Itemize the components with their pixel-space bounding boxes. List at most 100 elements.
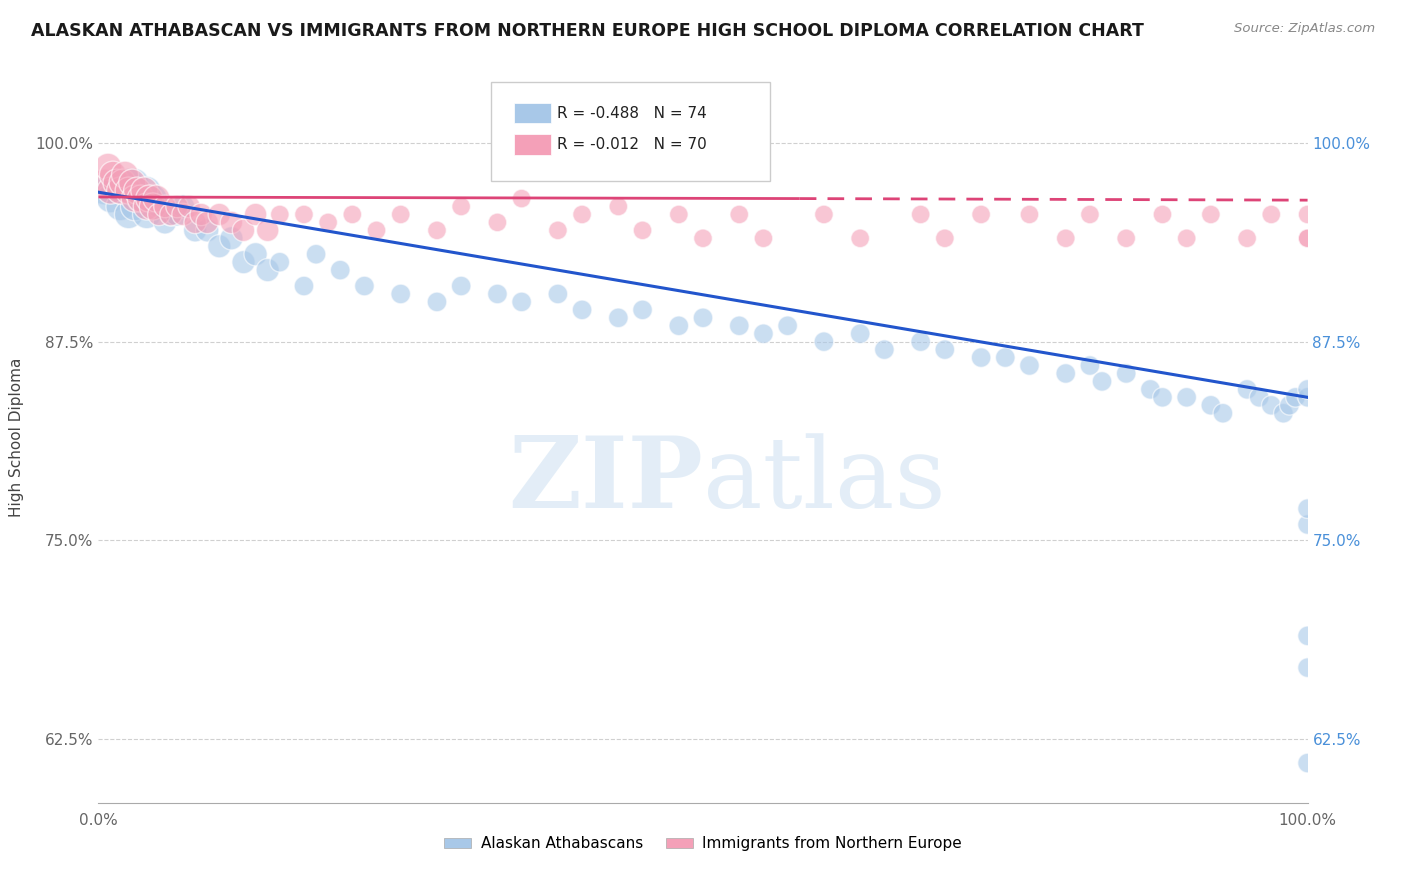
Point <box>1152 390 1174 404</box>
Point <box>1296 207 1319 221</box>
Point <box>728 318 751 333</box>
Point <box>1296 660 1319 674</box>
Point <box>142 192 165 206</box>
Point <box>450 200 472 214</box>
Legend: Alaskan Athabascans, Immigrants from Northern Europe: Alaskan Athabascans, Immigrants from Nor… <box>437 830 969 857</box>
Point <box>752 326 775 341</box>
Point <box>111 184 134 198</box>
Point <box>232 223 254 237</box>
Point <box>1078 207 1101 221</box>
Point <box>776 318 799 333</box>
Point <box>752 231 775 245</box>
Point <box>269 207 291 221</box>
Point <box>1175 231 1198 245</box>
Point <box>1139 383 1161 397</box>
Point <box>153 200 176 214</box>
Point <box>1115 231 1137 245</box>
Point <box>208 239 231 253</box>
Point <box>970 351 993 365</box>
Point <box>970 207 993 221</box>
Point <box>245 207 267 221</box>
Point <box>873 343 896 357</box>
Point <box>1212 406 1234 420</box>
Point <box>124 192 146 206</box>
Point <box>1272 406 1295 420</box>
Text: ZIP: ZIP <box>508 433 703 530</box>
Point <box>849 326 872 341</box>
FancyBboxPatch shape <box>492 82 769 181</box>
Point <box>1278 398 1301 412</box>
Point <box>160 207 183 221</box>
Point <box>910 207 932 221</box>
Point <box>221 215 243 229</box>
Point <box>114 168 136 182</box>
Point <box>135 207 157 221</box>
Point <box>510 192 533 206</box>
Point <box>118 184 141 198</box>
Point <box>172 207 194 221</box>
Point <box>121 176 143 190</box>
Point <box>135 184 157 198</box>
Point <box>101 168 124 182</box>
Point <box>1296 383 1319 397</box>
Point <box>1260 207 1282 221</box>
Point <box>1078 359 1101 373</box>
Text: Source: ZipAtlas.com: Source: ZipAtlas.com <box>1234 22 1375 36</box>
Point <box>105 176 128 190</box>
Point <box>134 184 156 198</box>
Point <box>486 215 509 229</box>
Point <box>813 334 835 349</box>
Point <box>934 231 956 245</box>
Point <box>1236 383 1258 397</box>
Point <box>160 207 183 221</box>
Point <box>111 176 134 190</box>
Point <box>292 279 315 293</box>
Point <box>366 223 388 237</box>
Point <box>353 279 375 293</box>
Point <box>153 215 176 229</box>
Point <box>607 200 630 214</box>
Point <box>1296 756 1319 770</box>
Point <box>108 200 131 214</box>
Point <box>256 263 278 277</box>
Point <box>138 192 160 206</box>
Point <box>124 200 146 214</box>
Y-axis label: High School Diploma: High School Diploma <box>10 358 24 516</box>
Point <box>142 200 165 214</box>
Point <box>118 207 141 221</box>
Point <box>1199 398 1222 412</box>
Point <box>148 207 170 221</box>
Point <box>1175 390 1198 404</box>
Point <box>1296 231 1319 245</box>
Point <box>1296 390 1319 404</box>
Point <box>1054 367 1077 381</box>
Point <box>108 184 131 198</box>
Point <box>166 200 188 214</box>
Point <box>631 223 654 237</box>
Point <box>1296 231 1319 245</box>
Point <box>232 255 254 269</box>
Point <box>184 223 207 237</box>
Point <box>692 310 714 325</box>
Point <box>124 176 146 190</box>
Point <box>426 294 449 309</box>
Point <box>668 207 690 221</box>
Point <box>486 287 509 301</box>
Point <box>221 231 243 245</box>
Point <box>1018 359 1040 373</box>
Point <box>118 176 141 190</box>
Text: atlas: atlas <box>703 434 946 529</box>
Point <box>195 223 218 237</box>
Point <box>190 207 212 221</box>
Point <box>668 318 690 333</box>
Point <box>1236 231 1258 245</box>
Point <box>100 184 122 198</box>
Point <box>510 294 533 309</box>
Point <box>1199 207 1222 221</box>
Point <box>571 302 593 317</box>
Point <box>547 223 569 237</box>
Point <box>607 310 630 325</box>
Point <box>1091 375 1114 389</box>
Point <box>1296 501 1319 516</box>
Point <box>813 207 835 221</box>
